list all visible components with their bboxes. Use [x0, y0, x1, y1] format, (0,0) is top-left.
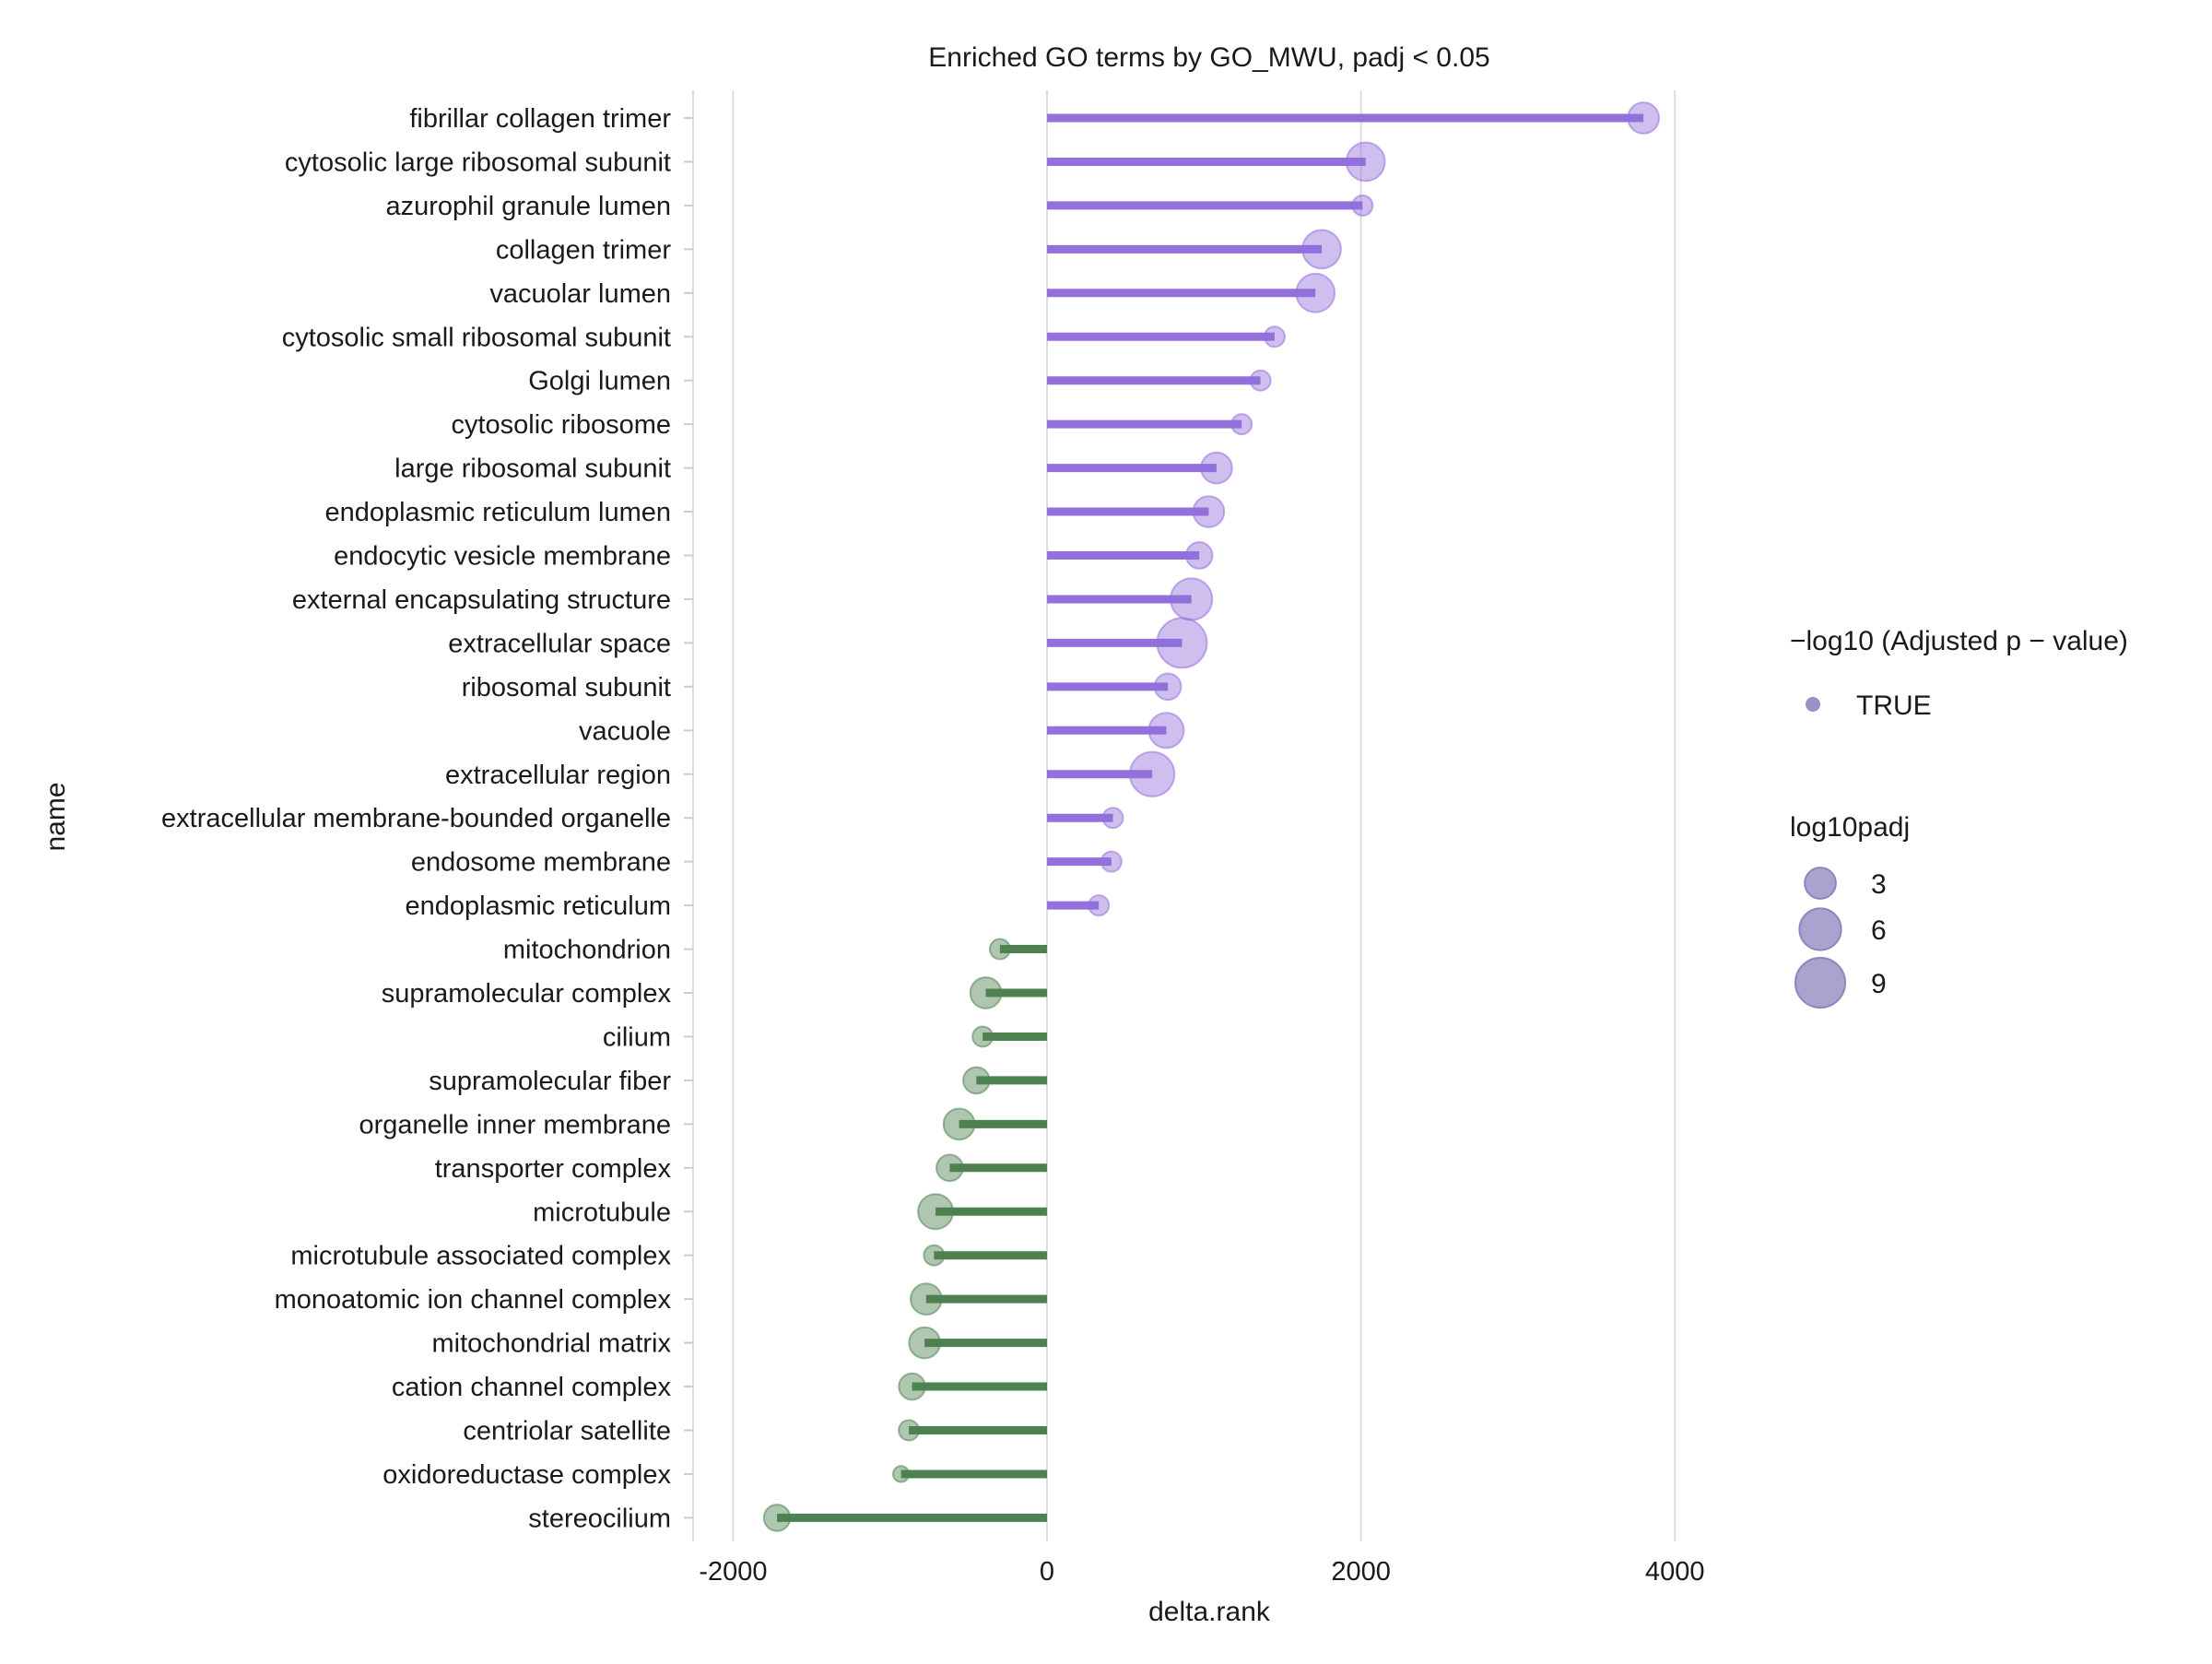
legend-size-key	[1804, 867, 1837, 900]
lollipop-point	[908, 1326, 942, 1360]
y-tick-label: cytosolic large ribosomal subunit	[285, 148, 671, 177]
legend-label-true: TRUE	[1856, 690, 1932, 721]
x-tick-label: 2000	[1331, 1557, 1391, 1587]
lollipop-point	[935, 1153, 964, 1183]
lollipop-point	[1192, 495, 1226, 528]
y-tick-label: endocytic vesicle membrane	[334, 542, 671, 572]
marks-layer	[762, 101, 1660, 1532]
y-tick-label: collagen trimer	[496, 235, 672, 265]
legend-key-point	[1806, 697, 1820, 712]
chart-title: Enriched GO terms by GO_MWU, padj < 0.05	[928, 42, 1489, 73]
lollipop-point	[1101, 807, 1124, 830]
y-tick-label: cytosolic ribosome	[451, 410, 671, 440]
y-tick-label: supramolecular complex	[382, 979, 672, 1009]
x-tick-label: 4000	[1645, 1557, 1705, 1587]
lollipop-point	[910, 1282, 943, 1316]
lollipop-point	[1627, 101, 1660, 135]
y-tick-label: supramolecular fiber	[429, 1067, 671, 1096]
y-tick-label: extracellular membrane-bounded organelle	[161, 804, 671, 833]
x-axis-title: delta.rank	[1148, 1597, 1271, 1627]
legend-size-label: 9	[1871, 969, 1887, 999]
legend-size-label: 3	[1871, 869, 1887, 900]
y-tick-label: centriolar satellite	[463, 1417, 671, 1446]
lollipop-point	[942, 1107, 976, 1141]
lollipop-point	[1088, 894, 1111, 917]
y-tick-label: endoplasmic reticulum lumen	[324, 498, 671, 527]
y-tick-label: external encapsulating structure	[292, 585, 671, 615]
y-tick-label: monoatomic ion channel complex	[275, 1285, 672, 1315]
legend-size-key	[1794, 957, 1846, 1009]
lollipop-point	[1153, 672, 1182, 702]
lollipop-point	[1128, 750, 1176, 797]
y-tick-label: mitochondrion	[503, 936, 671, 965]
y-tick-label: microtubule	[533, 1198, 671, 1227]
lollipop-point	[969, 976, 1003, 1009]
lollipop-point	[762, 1504, 792, 1532]
legend-title-significance: −log10 (Adjusted p − value)	[1790, 626, 2128, 656]
lollipop-point	[1230, 413, 1253, 436]
lollipop-point	[988, 938, 1011, 961]
lollipop-point	[1249, 369, 1272, 392]
lollipop-point	[1156, 617, 1208, 669]
lollipop-point	[971, 1025, 994, 1048]
legend-title-log10padj: log10padj	[1790, 812, 1910, 843]
grid-layer	[732, 90, 1677, 1541]
y-tick-label: cytosolic small ribosomal subunit	[282, 323, 671, 352]
y-tick-label: cation channel complex	[392, 1373, 672, 1402]
y-axis-title: name	[41, 782, 71, 851]
y-tick-label: mitochondrial matrix	[432, 1329, 672, 1359]
y-tick-label: extracellular region	[445, 761, 671, 790]
lollipop-point	[1263, 325, 1286, 348]
lollipop-point	[891, 1465, 911, 1483]
y-tick-label: azurophil granule lumen	[385, 192, 671, 221]
lollipop-point	[917, 1193, 955, 1231]
lollipop-point	[898, 1419, 921, 1442]
y-tick-label: endosome membrane	[411, 848, 671, 878]
y-tick-label: microtubule associated complex	[290, 1242, 671, 1271]
y-tick-label: oxidoreductase complex	[382, 1460, 671, 1490]
x-tick-label: 0	[1040, 1557, 1054, 1587]
lollipop-point	[1100, 850, 1123, 873]
lollipop-point	[1170, 577, 1214, 621]
y-tick-label: fibrillar collagen trimer	[409, 104, 671, 134]
lollipop-point	[923, 1244, 946, 1267]
x-tick-label: -2000	[699, 1557, 767, 1587]
lollipop-point	[1200, 451, 1233, 485]
y-tick-label: cilium	[603, 1022, 671, 1052]
y-tick-label: Golgi lumen	[528, 367, 671, 396]
y-tick-label: stereocilium	[528, 1504, 671, 1533]
lollipop-point	[898, 1372, 926, 1401]
lollipop-point	[1351, 194, 1374, 217]
y-tick-label: large ribosomal subunit	[394, 454, 671, 484]
lollipop-point	[1301, 229, 1342, 270]
lollipop-point	[1147, 712, 1185, 749]
legend-size-key	[1798, 907, 1842, 951]
y-tick-label: vacuole	[579, 716, 671, 746]
lollipop-point	[1184, 541, 1214, 570]
legend-size-label: 6	[1871, 915, 1887, 946]
lollipop-point	[1345, 141, 1386, 183]
y-tick-label: organelle inner membrane	[359, 1110, 671, 1139]
y-tick-label: extracellular space	[448, 629, 671, 658]
legend: −log10 (Adjusted p − value) TRUE log10padj…	[1790, 626, 2128, 1009]
y-tick-label: vacuolar lumen	[489, 279, 671, 309]
lollipop-point	[962, 1066, 991, 1095]
lollipop-point	[1295, 272, 1336, 313]
y-tick-label: endoplasmic reticulum	[405, 891, 671, 921]
y-tick-label: ribosomal subunit	[462, 673, 671, 702]
axis-layer: -2000 0 2000 4000 fibrillar collagen trimer c…	[161, 90, 1704, 1587]
y-tick-label: transporter complex	[435, 1154, 672, 1184]
